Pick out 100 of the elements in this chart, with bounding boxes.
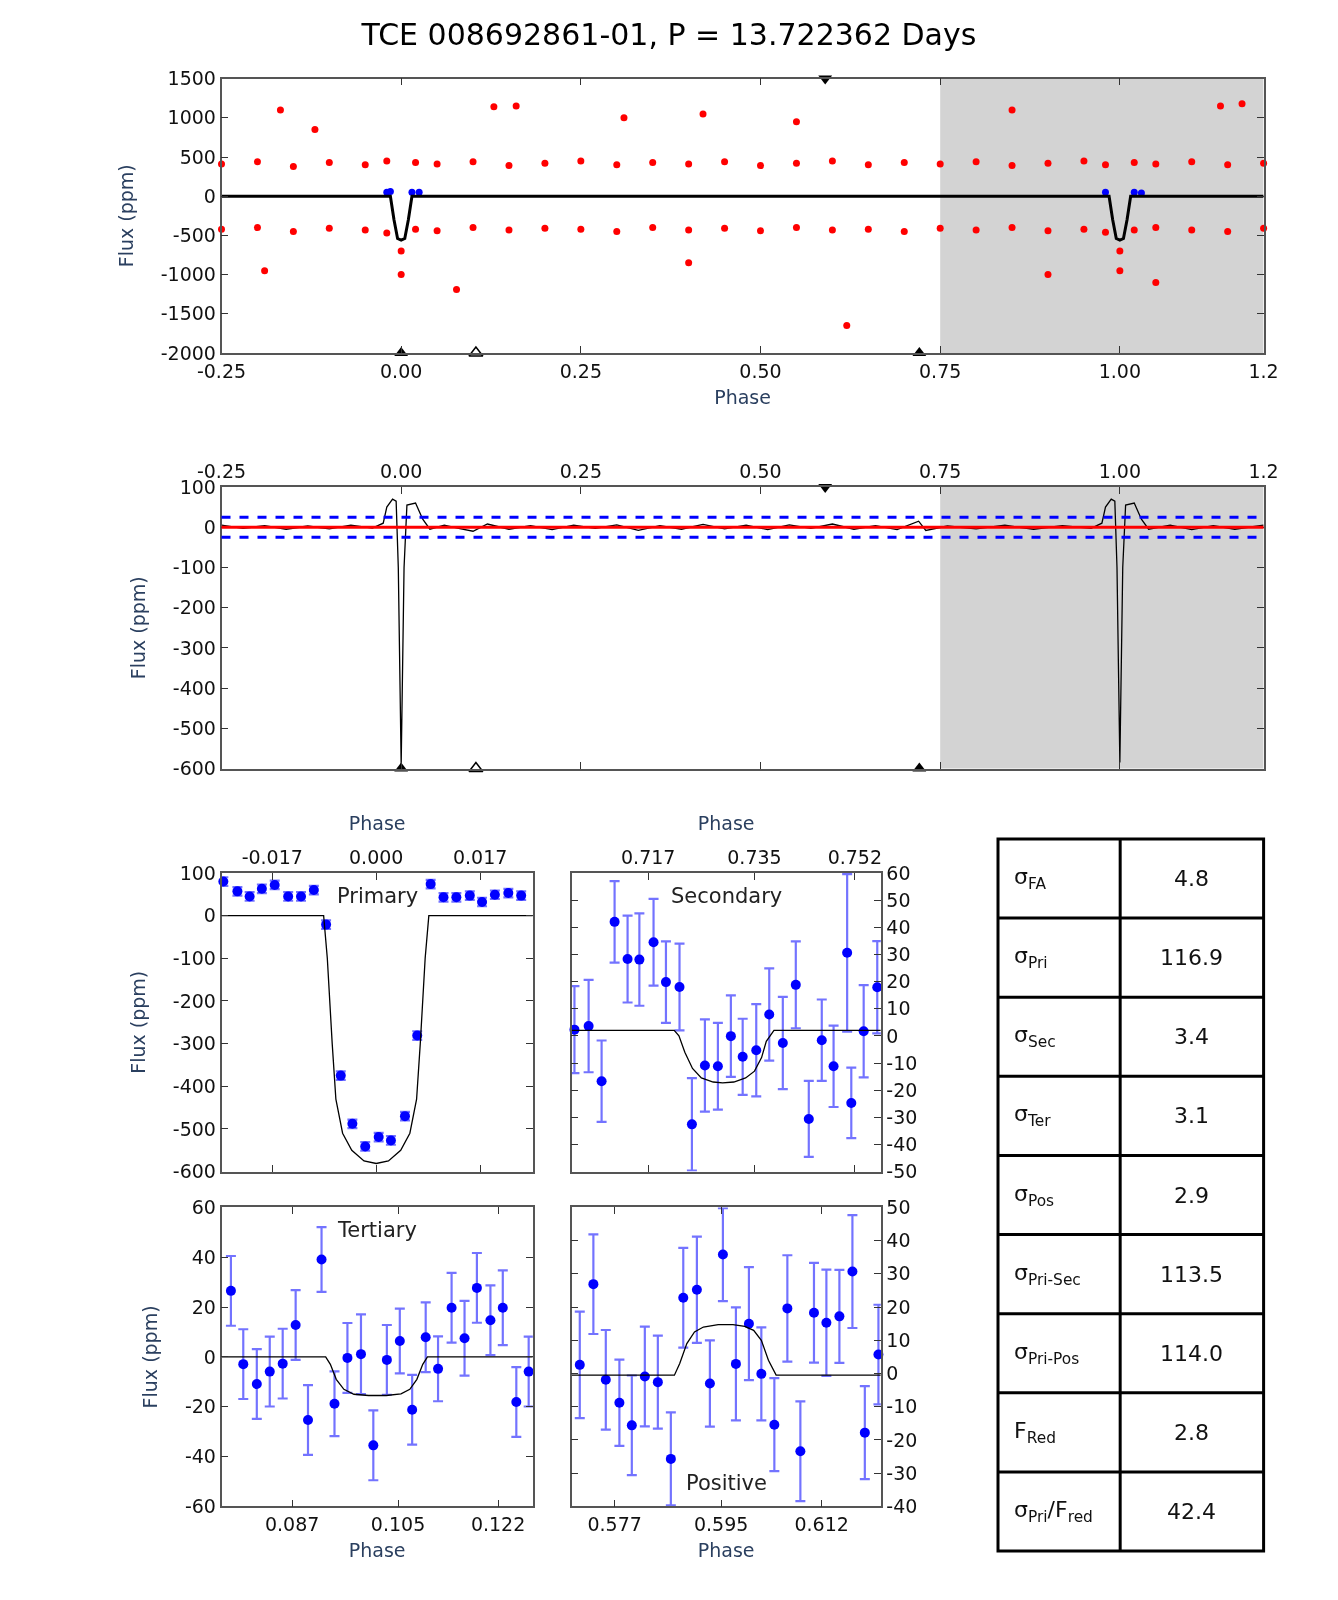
point [622,954,633,965]
point [1130,188,1138,196]
y-tick-label: -600 [172,757,216,780]
y-tick-label: 40 [886,1229,911,1252]
x-tick-label: 0.25 [559,459,602,482]
point [251,1379,262,1390]
point [847,1266,858,1277]
x-tick-label: 0.717 [621,845,676,868]
point [596,1076,607,1087]
y-tick-label: -200 [172,596,216,619]
y-tick-label: -30 [886,1105,918,1128]
point [712,1061,723,1072]
y-tick-label: -500 [172,716,216,739]
text: 4.8 [1174,866,1209,891]
point [1101,188,1109,196]
y-tick-label: -40 [886,1133,918,1156]
point [808,1307,819,1318]
point [264,1366,275,1377]
point [686,1119,697,1130]
point [588,1279,599,1290]
y-tick-label: 20 [886,970,911,993]
point [678,1292,689,1303]
y-tick-label: 0 [203,184,216,207]
point [485,1315,496,1326]
x-tick-label: 0.00 [380,459,423,482]
point [609,916,620,927]
category-label: σ$_{Pri}$/F$_{red}$ [1014,1497,1093,1526]
y-tick-label: -400 [172,1074,216,1097]
annotation: Primary [337,884,419,908]
y-tick-label: -300 [172,636,216,659]
x-tick-label: 0.612 [794,1512,849,1535]
y-tick-label: -40 [184,1445,216,1468]
text: 3.4 [1174,1024,1209,1049]
y-tick-label: 30 [886,1262,911,1285]
y-axis-title: Flux (ppm) [139,1305,162,1409]
y-tick-label: 0 [886,1024,899,1047]
x-tick-label: 1.2 [1248,359,1279,382]
point [737,1051,748,1062]
y-tick-label: -1000 [160,263,216,286]
x-tick-label: 0.017 [453,845,508,868]
y-tick-label: 40 [886,915,911,938]
x-tick-label: 0.50 [739,359,782,382]
y-tick-label: -600 [172,1160,216,1183]
y-tick-label: -20 [184,1395,216,1418]
x-tick-label: -0.017 [241,845,303,868]
x-axis-title: Phase [714,385,771,408]
point [795,1446,806,1457]
point [764,1009,775,1020]
y-tick-label: 30 [886,943,911,966]
y-axis-title: Flux (ppm) [127,576,150,680]
text: 2.8 [1174,1420,1209,1445]
point [329,1398,340,1409]
category-label: σ$_{Ter}$ [1014,1101,1052,1130]
category-label: F$_{Red}$ [1014,1418,1056,1447]
x-tick-label: 0.25 [559,359,602,382]
point [821,1317,832,1328]
text: 42.4 [1167,1499,1216,1524]
y-tick-label: 0 [203,904,216,927]
y-tick-label: -20 [886,1428,918,1451]
y-tick-label: 10 [886,1328,911,1351]
point [842,947,853,958]
y-tick-label: -10 [886,1395,918,1418]
point [704,1378,715,1389]
category-label: σ$_{Sec}$ [1014,1022,1056,1051]
y-tick-label: -100 [172,946,216,969]
point [634,954,645,965]
point [660,977,671,988]
point [574,1359,585,1370]
y-tick-label: 0 [203,515,216,538]
x-tick-label: 0.105 [370,1512,426,1535]
y-tick-label: 20 [886,1295,911,1318]
point [225,1285,236,1296]
text: 2.9 [1174,1183,1209,1208]
point [777,1037,788,1048]
category-label: σ$_{Pri}$ [1014,943,1048,972]
y-tick-label: -20 [886,1078,918,1101]
y-tick-label: -10 [886,1051,918,1074]
y-tick-label: 1500 [167,67,216,90]
y-tick-label: -40 [886,1495,918,1518]
x-axis-title: Phase [697,1539,755,1562]
x-tick-label: 0.50 [739,459,782,482]
y-tick-label: 20 [191,1295,216,1318]
point [355,1349,366,1360]
y-tick-label: 10 [886,997,911,1020]
x-tick-label: 1.2 [1248,459,1279,482]
point [691,1284,702,1295]
point [368,1440,379,1451]
point [600,1374,611,1385]
y-tick-label: 50 [886,1196,911,1219]
x-tick-label: 0.595 [693,1512,749,1535]
y-tick-label: -30 [886,1461,918,1484]
point [342,1352,353,1363]
y-tick-label: -300 [172,1032,216,1055]
y-tick-label: 40 [191,1245,216,1268]
x-tick-label: 0.122 [470,1512,526,1535]
point [497,1302,508,1313]
x-axis-title: Phase [348,1539,406,1562]
y-tick-label: -60 [184,1495,216,1518]
y-tick-label: -200 [172,989,216,1012]
point [803,1113,814,1124]
